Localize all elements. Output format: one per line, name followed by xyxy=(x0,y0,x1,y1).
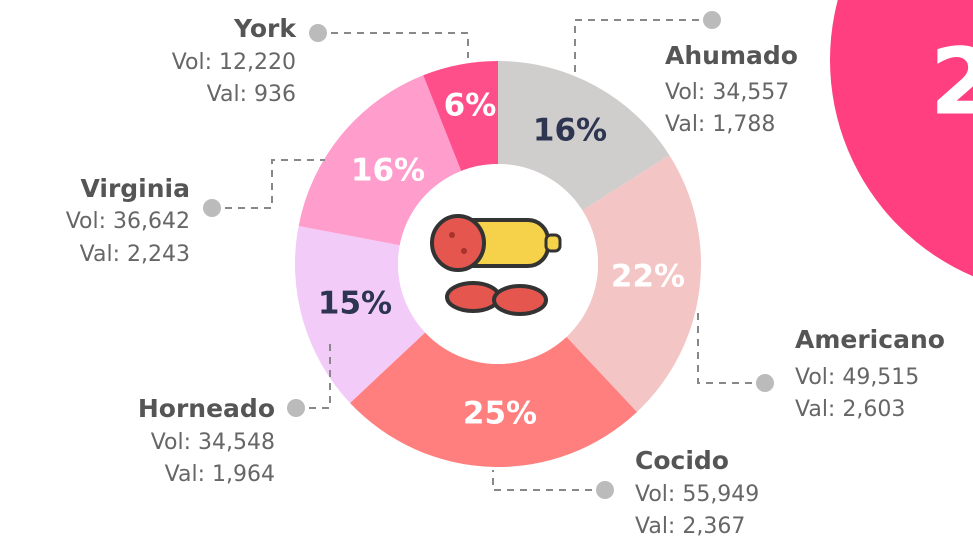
leader-line xyxy=(296,340,331,409)
center-icon xyxy=(430,214,562,316)
badge-circle xyxy=(830,0,973,277)
leader-line xyxy=(697,310,765,384)
percent-label: 6% xyxy=(444,88,497,124)
leader-line xyxy=(492,470,605,491)
category-name: Cocido xyxy=(635,446,729,475)
donut-segment xyxy=(350,332,637,467)
category-detail: Val: 936 xyxy=(207,82,296,107)
category-detail: Vol: 12,220 xyxy=(172,50,296,75)
leader-dot xyxy=(203,199,221,217)
category-detail: Vol: 55,949 xyxy=(635,482,759,507)
category-detail: Val: 1,964 xyxy=(165,462,275,487)
category-detail: Vol: 49,515 xyxy=(795,365,919,390)
category-detail: Vol: 34,557 xyxy=(665,80,789,105)
percent-label: 25% xyxy=(463,396,537,432)
donut-segment xyxy=(566,155,701,412)
badge-number: 2 xyxy=(930,28,973,135)
percent-label: 22% xyxy=(611,259,685,295)
category-name: Americano xyxy=(795,325,945,354)
category-name: Ahumado xyxy=(665,41,798,70)
category-detail: Val: 2,243 xyxy=(80,242,190,267)
category-name: York xyxy=(233,14,297,43)
category-detail: Val: 1,788 xyxy=(665,112,775,137)
category-name: Virginia xyxy=(80,174,190,203)
percent-label: 15% xyxy=(318,286,392,322)
category-name: Horneado xyxy=(138,394,275,423)
category-detail: Vol: 36,642 xyxy=(66,209,190,234)
donut-segment xyxy=(498,61,670,211)
leader-line xyxy=(574,19,712,75)
donut-segment xyxy=(295,225,426,403)
donut-segment xyxy=(423,61,498,172)
category-detail: Val: 2,367 xyxy=(635,514,745,539)
donut-segment xyxy=(298,75,462,246)
category-detail: Vol: 34,548 xyxy=(151,430,275,455)
leader-dot xyxy=(309,24,327,42)
percent-label: 16% xyxy=(351,153,425,189)
category-detail: Val: 2,603 xyxy=(795,397,905,422)
percent-label: 16% xyxy=(533,113,607,149)
leader-dot xyxy=(703,11,721,29)
leader-line xyxy=(318,32,469,58)
leader-dot xyxy=(287,399,305,417)
leader-dot xyxy=(596,481,614,499)
leader-dot xyxy=(756,374,774,392)
leader-line xyxy=(212,159,325,209)
